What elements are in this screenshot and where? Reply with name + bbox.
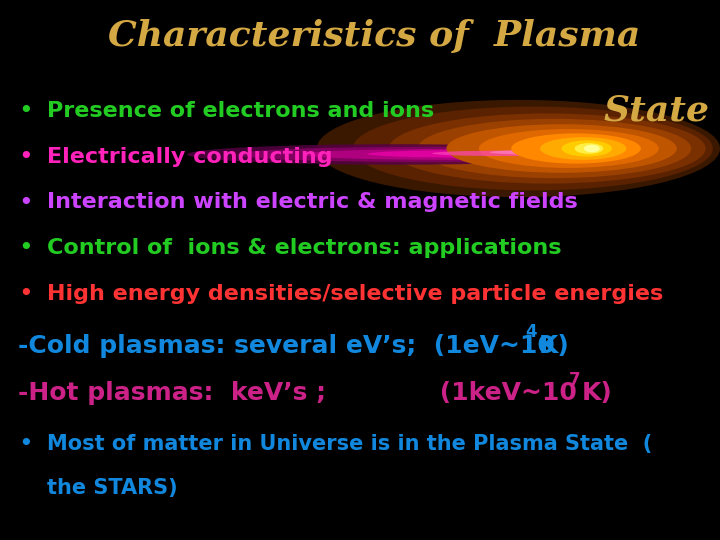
Ellipse shape bbox=[418, 119, 691, 178]
Text: 7: 7 bbox=[569, 370, 580, 389]
Text: •: • bbox=[18, 282, 32, 306]
Text: •: • bbox=[18, 99, 32, 123]
Text: K): K) bbox=[539, 334, 570, 357]
Ellipse shape bbox=[584, 145, 600, 152]
Ellipse shape bbox=[511, 133, 641, 164]
Ellipse shape bbox=[490, 150, 576, 154]
Text: -Cold plasmas: several eV’s;  (1eV~10: -Cold plasmas: several eV’s; (1eV~10 bbox=[18, 334, 555, 357]
Ellipse shape bbox=[367, 150, 583, 158]
Text: State: State bbox=[603, 94, 709, 127]
Text: High energy densities/selective particle energies: High energy densities/selective particle… bbox=[47, 284, 663, 305]
Ellipse shape bbox=[479, 129, 659, 168]
Text: Characteristics of  Plasma: Characteristics of Plasma bbox=[108, 19, 641, 53]
Ellipse shape bbox=[432, 151, 576, 156]
Text: K): K) bbox=[582, 381, 613, 405]
Ellipse shape bbox=[187, 144, 605, 165]
Ellipse shape bbox=[575, 143, 603, 154]
Text: Electrically conducting: Electrically conducting bbox=[47, 146, 333, 167]
Ellipse shape bbox=[302, 149, 590, 160]
Ellipse shape bbox=[238, 147, 598, 162]
Text: the STARS): the STARS) bbox=[47, 478, 177, 498]
Text: Interaction with electric & magnetic fields: Interaction with electric & magnetic fie… bbox=[47, 192, 577, 213]
Ellipse shape bbox=[353, 106, 713, 191]
Ellipse shape bbox=[389, 113, 706, 184]
Text: Presence of electrons and ions: Presence of electrons and ions bbox=[47, 100, 434, 121]
Text: •: • bbox=[18, 432, 32, 456]
Ellipse shape bbox=[540, 137, 626, 160]
Text: •: • bbox=[18, 191, 32, 214]
Text: Most of matter in Universe is in the Plasma State  (: Most of matter in Universe is in the Pla… bbox=[47, 434, 652, 454]
Text: •: • bbox=[18, 145, 32, 168]
Ellipse shape bbox=[317, 100, 720, 197]
Text: Control of  ions & electrons: applications: Control of ions & electrons: application… bbox=[47, 238, 562, 259]
Text: •: • bbox=[18, 237, 32, 260]
Ellipse shape bbox=[562, 140, 612, 157]
Text: 4: 4 bbox=[526, 323, 537, 341]
Ellipse shape bbox=[446, 124, 677, 173]
Text: -Hot plasmas:  keV’s ;             (1keV~10: -Hot plasmas: keV’s ; (1keV~10 bbox=[18, 381, 577, 405]
